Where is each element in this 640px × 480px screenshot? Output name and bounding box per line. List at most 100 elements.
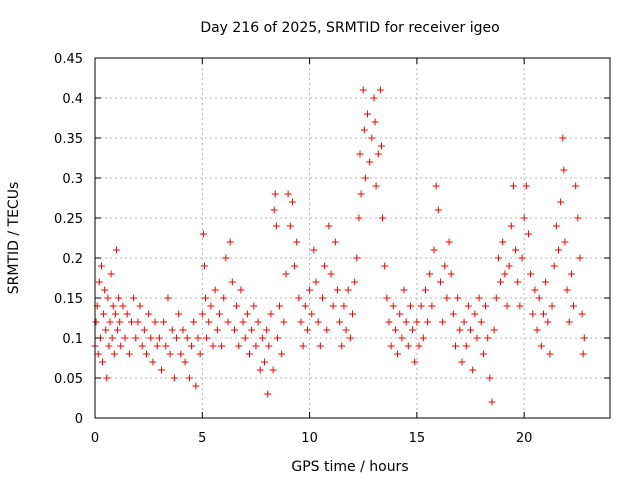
data-point [548, 302, 556, 310]
data-point [147, 334, 155, 342]
data-point [370, 94, 378, 102]
data-point [555, 246, 562, 254]
data-point [99, 358, 107, 366]
data-point [340, 302, 348, 310]
data-point [100, 310, 108, 318]
grid-lines [95, 58, 610, 418]
data-point [391, 326, 399, 334]
data-point [346, 334, 354, 342]
x-tick-labels: 0 5 10 15 20 [91, 431, 533, 446]
data-point [482, 302, 490, 310]
data-point [479, 350, 487, 358]
data-point [316, 342, 324, 350]
data-point [477, 318, 485, 326]
data-point [248, 326, 256, 334]
data-point [102, 326, 110, 334]
data-point [209, 342, 217, 350]
data-point [333, 286, 341, 294]
data-point [559, 134, 567, 142]
data-point [151, 318, 159, 326]
data-point [544, 318, 552, 326]
data-point [501, 270, 509, 278]
data-point [537, 342, 545, 350]
data-point [196, 350, 204, 358]
data-point [518, 254, 526, 262]
data-point [306, 286, 314, 294]
data-point [132, 334, 140, 342]
data-point [552, 222, 560, 230]
data-point [269, 366, 277, 374]
data-point [301, 302, 309, 310]
data-point [452, 342, 459, 350]
data-point [497, 278, 505, 286]
data-point [198, 310, 206, 318]
x-tick-label: 0 [91, 431, 99, 446]
data-point [529, 310, 537, 318]
data-point [105, 342, 113, 350]
data-point [503, 302, 511, 310]
data-point [211, 286, 219, 294]
data-point [462, 342, 470, 350]
data-point [460, 318, 468, 326]
x-tick-label: 10 [301, 431, 318, 446]
data-point [136, 302, 144, 310]
data-point [101, 286, 109, 294]
data-point [417, 302, 425, 310]
data-point [140, 326, 148, 334]
data-point [467, 326, 475, 334]
data-point [580, 334, 588, 342]
y-tick-label: 0.35 [54, 132, 83, 147]
data-point [542, 278, 550, 286]
y-tick-label: 0.25 [54, 212, 83, 227]
data-point [327, 270, 335, 278]
data-point [574, 214, 582, 222]
data-point [243, 310, 251, 318]
y-tick-label: 0.3 [62, 172, 83, 187]
data-point [567, 270, 575, 278]
data-point [168, 326, 176, 334]
data-point [250, 302, 258, 310]
data-point [344, 286, 352, 294]
data-point [241, 334, 249, 342]
data-point [109, 302, 117, 310]
data-point [318, 294, 326, 302]
data-point [312, 278, 320, 286]
data-point [271, 190, 279, 198]
data-point [366, 158, 374, 166]
data-point [359, 86, 367, 94]
data-point [299, 342, 307, 350]
data-point [170, 374, 178, 382]
data-point [94, 350, 102, 358]
data-point [406, 302, 414, 310]
data-point [224, 318, 232, 326]
data-point [239, 318, 247, 326]
data-point [469, 366, 477, 374]
data-point [524, 230, 532, 238]
data-point [134, 318, 142, 326]
data-point [173, 334, 181, 342]
data-point [119, 302, 127, 310]
data-point [158, 366, 166, 374]
data-point [261, 358, 269, 366]
data-point [276, 302, 284, 310]
data-point [533, 326, 541, 334]
data-point [394, 350, 402, 358]
data-point [520, 214, 528, 222]
data-point [464, 302, 472, 310]
y-tick-labels: 0 0.05 0.1 0.15 0.2 0.25 0.3 0.35 0.4 0.45 [54, 52, 83, 427]
data-point [295, 294, 303, 302]
data-point [409, 326, 417, 334]
data-point [531, 286, 539, 294]
data-point [535, 294, 543, 302]
data-point [353, 254, 361, 262]
data-point [413, 318, 421, 326]
axis-ticks [94, 57, 610, 419]
data-point [561, 238, 569, 246]
data-point [179, 326, 187, 334]
data-point [389, 302, 397, 310]
data-point [415, 342, 423, 350]
data-point [233, 302, 241, 310]
data-point [473, 334, 481, 342]
data-point [396, 310, 404, 318]
plot-frame [94, 57, 611, 419]
